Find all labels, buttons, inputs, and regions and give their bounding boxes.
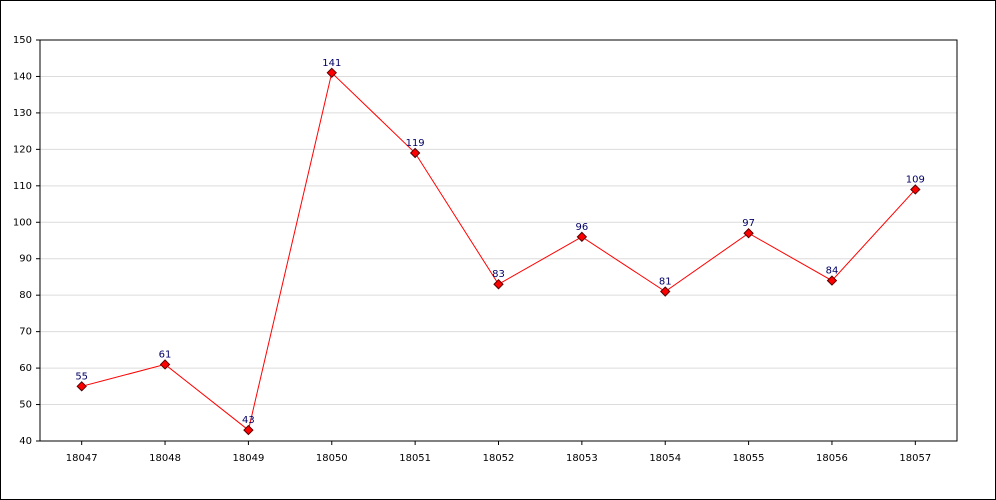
marker bbox=[576, 231, 588, 243]
x-tick-label: 18050 bbox=[316, 453, 348, 464]
y-tick-label: 60 bbox=[19, 363, 32, 374]
y-tick-label: 110 bbox=[13, 181, 32, 192]
y-tick-label: 50 bbox=[19, 400, 32, 411]
y-tick-label: 70 bbox=[19, 327, 32, 338]
x-tick-label: 18052 bbox=[483, 453, 515, 464]
marker bbox=[243, 424, 254, 436]
x-tick-label: 18047 bbox=[66, 453, 98, 464]
data-label: 109 bbox=[906, 174, 925, 185]
data-label: 84 bbox=[826, 266, 839, 277]
y-tick-label: 120 bbox=[13, 144, 32, 155]
x-tick-label: 18048 bbox=[149, 453, 181, 464]
data-label: 61 bbox=[159, 349, 172, 360]
marker bbox=[159, 359, 171, 370]
x-tick-label: 18056 bbox=[816, 453, 848, 464]
data-label: 43 bbox=[242, 415, 255, 426]
marker bbox=[826, 275, 838, 286]
x-tick-label: 18055 bbox=[733, 453, 765, 464]
y-tick-label: 150 bbox=[13, 35, 32, 46]
x-tick-label: 18053 bbox=[566, 453, 598, 464]
marker bbox=[76, 381, 87, 392]
marker bbox=[660, 286, 671, 297]
data-label: 81 bbox=[659, 277, 672, 288]
x-tick-label: 18057 bbox=[899, 453, 931, 464]
y-tick-label: 100 bbox=[13, 217, 32, 228]
marker bbox=[743, 228, 754, 239]
y-tick-label: 130 bbox=[13, 108, 32, 119]
data-label: 119 bbox=[406, 138, 425, 149]
x-tick-label: 18051 bbox=[399, 453, 431, 464]
data-label: 83 bbox=[492, 269, 505, 280]
y-tick-label: 80 bbox=[19, 290, 32, 301]
x-tick-label: 18054 bbox=[649, 453, 681, 464]
data-label: 96 bbox=[575, 222, 588, 233]
data-label: 55 bbox=[75, 371, 88, 382]
x-tick-label: 18049 bbox=[233, 453, 265, 464]
y-tick-label: 40 bbox=[19, 436, 32, 447]
marker bbox=[493, 279, 504, 290]
y-tick-label: 90 bbox=[19, 254, 32, 265]
marker bbox=[409, 147, 421, 159]
data-label: 97 bbox=[742, 218, 755, 229]
marker bbox=[910, 184, 921, 195]
marker bbox=[326, 67, 337, 79]
data-label: 141 bbox=[322, 58, 341, 69]
y-tick-label: 140 bbox=[13, 71, 32, 82]
